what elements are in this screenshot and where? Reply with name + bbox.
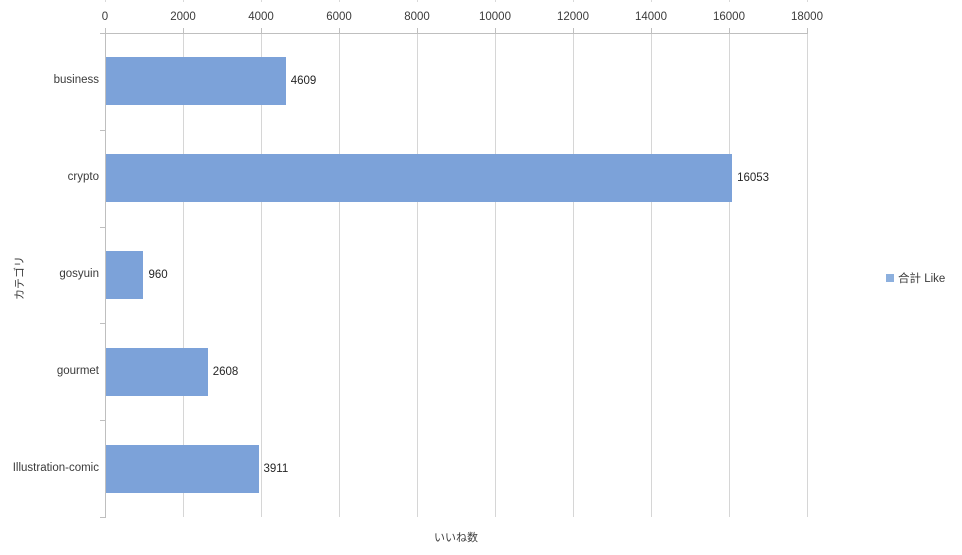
value-label: 960 [148,269,168,281]
top-edge-tick [651,0,652,2]
top-edge-tick [339,0,340,2]
legend-label: 合計 Like [898,273,946,285]
top-edge-tick [807,0,808,2]
bar-gourmet[interactable] [106,347,208,396]
x-tick-mark [495,28,496,33]
y-tick-mark [100,323,105,325]
category-label: business [53,74,99,87]
x-tick-mark [183,28,184,33]
x-axis-line [105,33,808,34]
y-tick-mark [100,226,105,228]
x-tick-label: 16000 [713,11,745,23]
category-label: crypto [67,171,99,184]
top-edge-tick [417,0,418,2]
category-label: gosyuin [59,268,99,280]
x-tick-mark [729,28,730,33]
x-tick-label: 14000 [635,11,667,23]
value-label: 2608 [212,365,239,378]
y-tick-mark [100,129,105,131]
gridline [807,33,808,517]
bar-Illustration-comic[interactable] [106,444,259,493]
top-edge-tick [183,0,184,2]
gridline [729,33,730,517]
category-label: gourmet [56,364,99,377]
x-tick-label: 12000 [557,11,589,23]
category-label: Illustration-comic [12,461,99,474]
x-axis-title: いいね数 [434,532,478,544]
gridline [417,33,418,517]
x-tick-mark [651,28,652,33]
gridline [651,33,652,517]
gridline [573,33,574,517]
y-tick-mark [100,33,105,34]
x-tick-label: 6000 [326,11,352,23]
y-axis-line [105,33,106,518]
legend[interactable]: 合計 Like [886,270,945,286]
x-tick-label: 4000 [248,11,274,23]
x-tick-mark [105,28,106,33]
top-edge-tick [495,0,496,2]
top-edge-tick [261,0,262,2]
top-edge-tick [105,0,106,2]
value-label: 3911 [263,462,289,475]
x-tick-mark [807,28,808,33]
x-tick-label: 10000 [479,11,511,23]
y-tick-mark [100,420,105,422]
legend-swatch-icon [886,274,894,282]
gridline [183,33,184,517]
gridline [261,33,262,517]
x-tick-mark [573,28,574,33]
bar-crypto[interactable] [106,154,733,203]
x-tick-mark [339,28,340,33]
gridline [495,33,496,517]
value-label: 16053 [737,172,770,185]
bar-gosyuin[interactable] [106,251,144,299]
gridline [339,33,340,517]
x-tick-label: 8000 [404,11,430,23]
top-edge-tick [729,0,730,2]
x-tick-mark [261,28,262,33]
bar-business[interactable] [106,57,286,106]
y-axis-title: カテゴリ [14,256,26,300]
x-tick-mark [417,28,418,33]
x-tick-label: 18000 [791,11,823,23]
y-tick-mark [100,517,105,518]
value-label: 4609 [290,75,317,88]
x-tick-label: 2000 [170,11,196,23]
top-edge-tick [573,0,574,2]
x-tick-label: 0 [101,11,109,23]
